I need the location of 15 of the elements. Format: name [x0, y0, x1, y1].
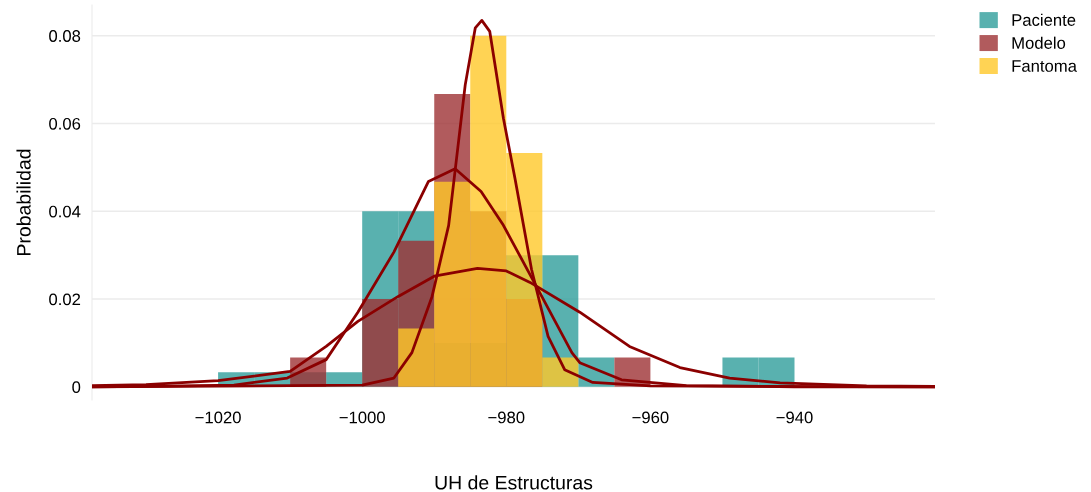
x-tick-label: −940 — [776, 411, 813, 424]
legend-label: Fantoma — [1012, 60, 1077, 72]
y-tick-label: 0.04 — [49, 205, 81, 218]
x-tick-label: −980 — [488, 411, 525, 424]
x-tick-label: −1000 — [339, 411, 385, 424]
y-tick-label: 0.02 — [49, 293, 81, 306]
y-tick-label: 0.08 — [49, 30, 81, 42]
y-axis-title: Probabilidad — [16, 149, 31, 255]
y-tick-label: 0 — [72, 381, 81, 394]
y-tick-label: 0.06 — [49, 117, 81, 130]
x-axis-title: UH de Estructuras — [435, 475, 593, 490]
x-tick-label: −960 — [632, 411, 669, 424]
x-tick-label: −1020 — [195, 411, 241, 424]
legend-label: Modelo — [1012, 36, 1066, 49]
legend-label: Paciente — [1012, 13, 1076, 26]
